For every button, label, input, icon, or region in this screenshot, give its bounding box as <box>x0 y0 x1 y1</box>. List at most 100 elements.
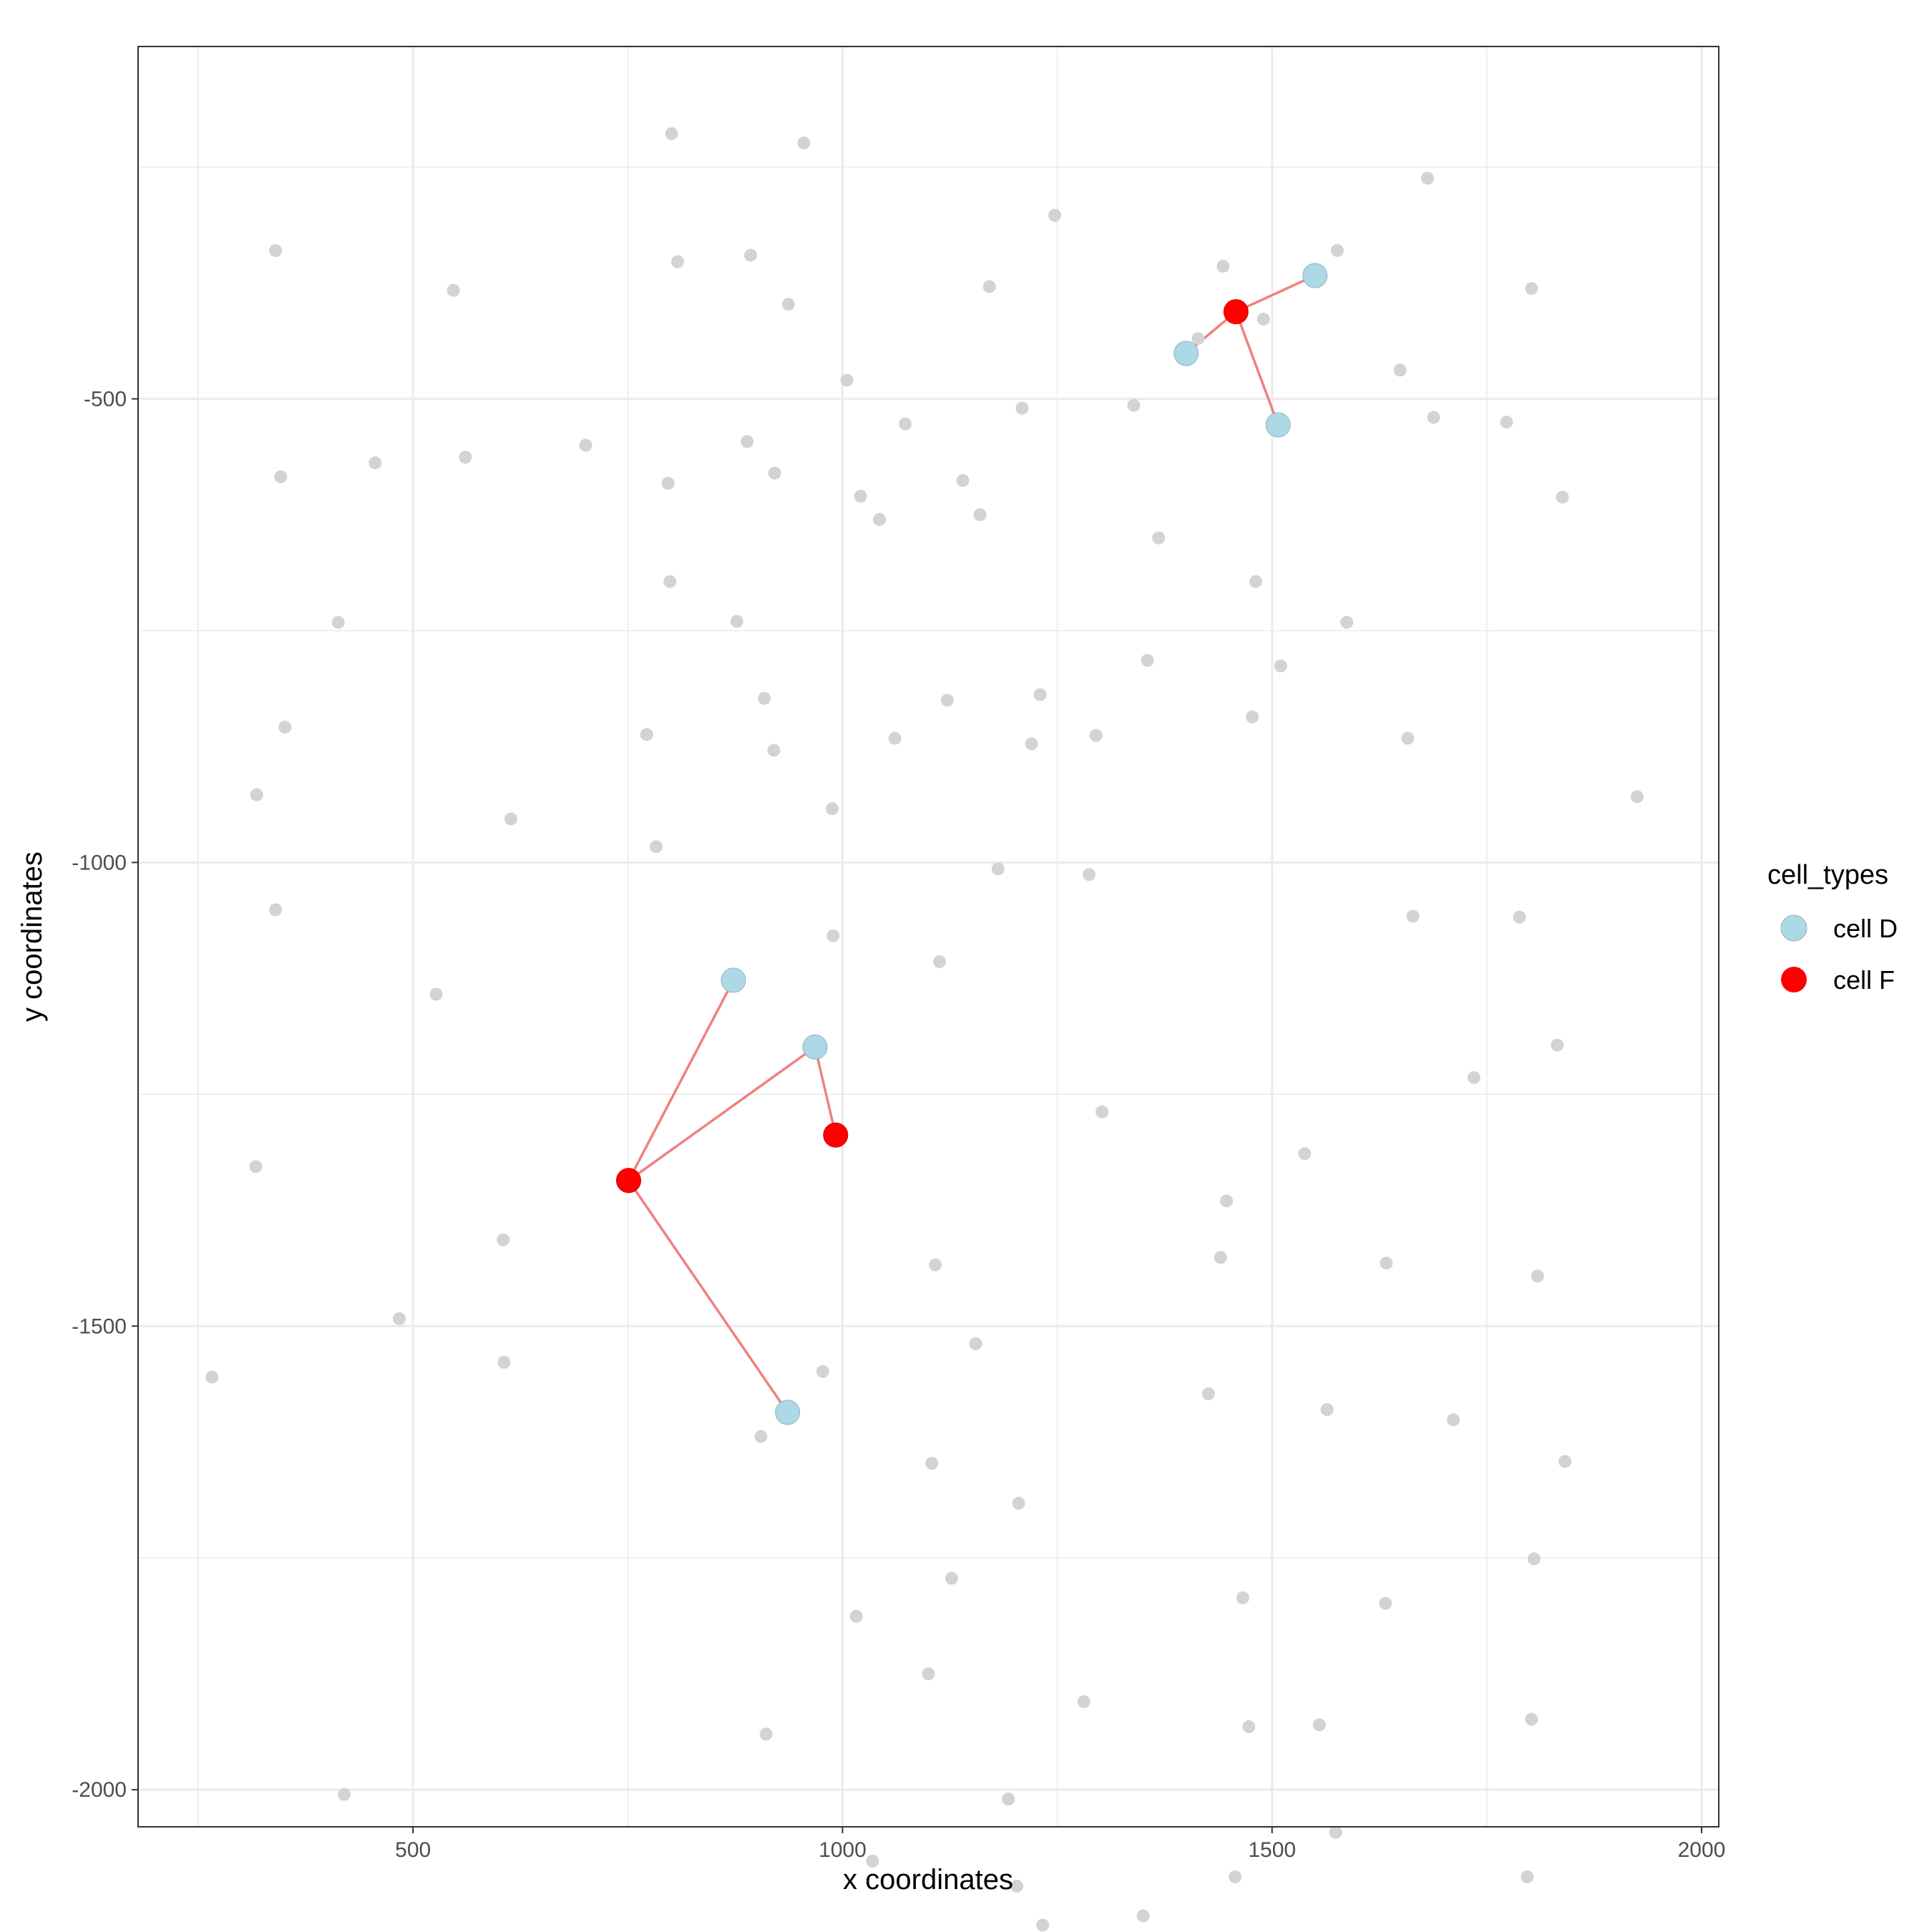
background-point <box>1427 411 1440 424</box>
background-point <box>1089 728 1103 742</box>
background-point <box>1500 415 1513 429</box>
background-point <box>991 862 1005 876</box>
background-point <box>670 255 684 268</box>
background-point <box>1380 1257 1393 1270</box>
background-point <box>945 1571 958 1585</box>
x-tick-label: 2000 <box>1678 1838 1726 1862</box>
edge-line <box>628 1045 816 1182</box>
point-cell-d <box>1265 412 1291 438</box>
background-point <box>649 840 663 854</box>
grid-minor <box>138 47 1719 1827</box>
background-point <box>925 1457 939 1470</box>
background-point <box>269 244 283 258</box>
y-tick-label: -500 <box>84 387 127 411</box>
legend-key-cell-f <box>1781 967 1807 992</box>
background-point <box>1421 172 1435 185</box>
background-point <box>1274 659 1287 673</box>
background-point <box>1096 1105 1109 1118</box>
background-point <box>929 1258 942 1272</box>
point-cell-d <box>1174 341 1199 366</box>
legend-label-cell-d: cell D <box>1833 914 1898 943</box>
background-point <box>661 477 675 490</box>
background-point <box>797 136 811 150</box>
background-point <box>1141 653 1154 667</box>
background-point <box>933 955 947 968</box>
background-point <box>269 903 283 917</box>
background-point <box>249 1160 263 1174</box>
y-axis-ticks: -500 -1000 -1500 -2000 <box>72 387 138 1802</box>
background-point <box>1214 1251 1227 1264</box>
background-point <box>1298 1147 1312 1161</box>
background-point <box>768 467 781 480</box>
background-point <box>1002 1792 1015 1806</box>
background-point <box>1236 1591 1249 1604</box>
x-axis-ticks: 500 1000 1500 2000 <box>395 1827 1725 1862</box>
background-point <box>1257 312 1270 326</box>
background-point <box>459 451 472 464</box>
edges <box>627 274 1316 1413</box>
background-point <box>826 929 840 942</box>
background-point <box>1220 1194 1234 1208</box>
background-point <box>1531 1269 1544 1283</box>
background-point <box>1152 531 1166 545</box>
x-tick-label: 1500 <box>1248 1838 1296 1862</box>
background-point <box>854 489 867 503</box>
background-point <box>781 298 795 311</box>
background-point <box>1329 1825 1342 1839</box>
background-point <box>759 1727 773 1741</box>
background-point <box>1525 282 1538 296</box>
background-point <box>369 456 382 469</box>
background-point <box>1401 731 1415 745</box>
background-point <box>743 248 757 262</box>
background-point <box>758 691 771 705</box>
background-point <box>956 474 970 487</box>
background-point <box>973 508 987 522</box>
background-point <box>1191 332 1205 346</box>
background-point <box>497 1233 510 1246</box>
background-point <box>1033 688 1047 701</box>
background-point <box>888 731 902 745</box>
background-point <box>866 1854 879 1868</box>
point-cell-d <box>802 1034 828 1060</box>
point-cell-f <box>1223 299 1249 325</box>
background-point <box>278 721 292 734</box>
background-point <box>1012 1496 1025 1510</box>
legend: cell_types cell D cell F <box>1767 860 1898 995</box>
background-point <box>1330 244 1344 258</box>
point-cell-d <box>775 1400 801 1425</box>
background-point <box>447 283 460 297</box>
point-cell-d <box>721 967 746 993</box>
series-points <box>616 263 1328 1425</box>
background-point <box>1025 737 1038 751</box>
background-point <box>1393 364 1407 377</box>
edge-line <box>1235 274 1316 313</box>
x-tick-label: 1000 <box>819 1838 867 1862</box>
background-point <box>1467 1070 1480 1084</box>
point-cell-f <box>616 1168 642 1194</box>
background-point <box>205 1370 219 1384</box>
grid-major <box>138 47 1719 1827</box>
background-point <box>429 987 443 1001</box>
background-point <box>1551 1038 1564 1052</box>
background-point <box>392 1312 406 1325</box>
background-point <box>663 575 677 588</box>
y-tick-label: -1000 <box>72 851 127 874</box>
background-point <box>899 417 912 431</box>
background-points <box>205 127 1644 1932</box>
background-point <box>754 1430 768 1443</box>
background-point <box>1127 399 1141 412</box>
background-point <box>730 615 743 628</box>
background-point <box>940 693 954 707</box>
background-point <box>969 1337 982 1350</box>
background-point <box>922 1667 935 1681</box>
background-point <box>338 1787 351 1801</box>
background-point <box>849 1609 863 1623</box>
background-point <box>1048 208 1061 222</box>
background-point <box>504 812 518 826</box>
panel-background <box>138 47 1719 1827</box>
point-cell-f <box>823 1122 849 1148</box>
edge-line <box>628 1179 789 1413</box>
legend-title: cell_types <box>1767 860 1888 890</box>
y-axis-title: y coordinates <box>16 852 48 1022</box>
